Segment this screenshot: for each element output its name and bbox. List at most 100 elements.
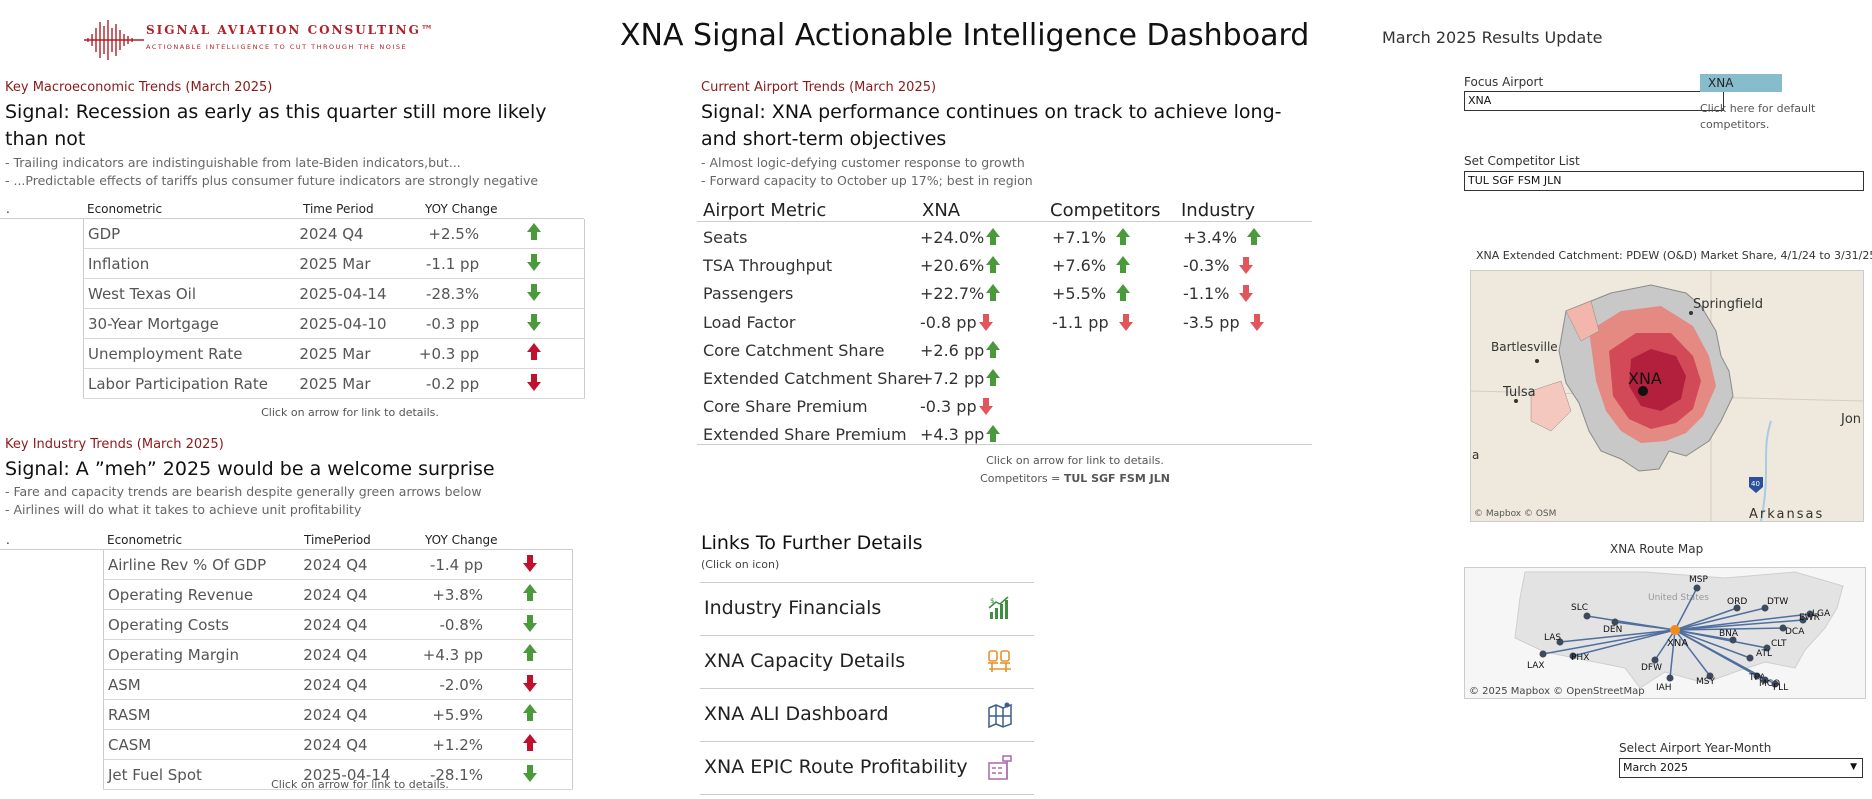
link-xna-capacity-details[interactable]: XNA Capacity Details <box>700 636 1034 689</box>
industry-header-dot: . <box>6 533 10 547</box>
up-arrow-icon[interactable] <box>1116 284 1131 302</box>
time-period: 2025-04-14 <box>299 284 387 303</box>
destination-dot[interactable] <box>1753 672 1761 680</box>
trend-arrow-cell <box>487 580 572 610</box>
link-industry-financials[interactable]: Industry Financials $ <box>700 583 1034 636</box>
down-arrow-icon[interactable] <box>1249 313 1264 331</box>
down-arrow-icon[interactable] <box>526 313 541 331</box>
time-period: 2024 Q4 <box>303 675 368 694</box>
destination-dot[interactable] <box>1746 654 1754 662</box>
down-arrow-icon[interactable] <box>522 764 537 782</box>
table-row: Operating Costs 2024 Q4 -0.8% <box>103 610 573 640</box>
default-competitors-hint[interactable]: Click here for default competitors. <box>1700 102 1816 131</box>
competitors-note: Competitors = TUL SGF FSM JLN <box>925 472 1225 485</box>
macro-bullets: - Trailing indicators are indistinguisha… <box>5 154 538 190</box>
destination-dot[interactable] <box>1556 638 1564 646</box>
down-arrow-icon[interactable] <box>522 554 537 572</box>
metric-name: Airline Rev % Of GDP <box>108 555 267 574</box>
destination-dot[interactable] <box>1806 610 1814 618</box>
default-competitors-button[interactable]: XNA <box>1700 74 1782 92</box>
destination-dot[interactable] <box>1763 644 1771 652</box>
destination-dot[interactable] <box>1651 656 1659 664</box>
up-arrow-icon[interactable] <box>522 643 537 662</box>
trend-arrow-cell <box>483 219 584 249</box>
table-row: Operating Margin 2024 Q4 +4.3 pp <box>103 640 573 670</box>
xna-hub-dot <box>1670 625 1680 635</box>
down-arrow-icon[interactable] <box>1239 256 1254 275</box>
destination-label: LAX <box>1527 661 1545 671</box>
down-arrow-icon[interactable] <box>522 674 537 692</box>
up-arrow-icon[interactable] <box>1116 256 1131 274</box>
route-line <box>1674 619 1804 631</box>
up-arrow-icon[interactable] <box>1247 228 1262 246</box>
springfield-dot <box>1689 311 1693 315</box>
link-xna-epic-route-profitability[interactable]: XNA EPIC Route Profitability <box>700 742 1034 795</box>
up-arrow-icon[interactable] <box>986 256 1001 274</box>
down-arrow-icon[interactable] <box>1239 284 1254 303</box>
down-arrow-icon[interactable] <box>526 373 541 391</box>
catchment-low-share <box>1530 380 1572 432</box>
focus-airport-input[interactable]: XNA <box>1464 91 1724 111</box>
catchment-map-attribution: © Mapbox © OSM <box>1474 509 1556 519</box>
map-pin-icon[interactable] <box>986 700 1014 728</box>
up-arrow-icon[interactable] <box>526 222 541 241</box>
destination-dot[interactable] <box>1583 612 1591 620</box>
chevron-down-icon[interactable]: ▼ <box>1850 762 1857 772</box>
up-arrow-icon[interactable] <box>522 583 537 602</box>
destination-dot[interactable] <box>1761 676 1769 684</box>
seats-icon[interactable] <box>986 647 1014 675</box>
destination-dot[interactable] <box>1771 680 1779 688</box>
year-month-select[interactable]: March 2025 ▼ <box>1619 758 1863 778</box>
down-arrow-icon[interactable] <box>978 313 993 331</box>
catchment-map-title-prefix: XNA Extended Catchment: <box>1476 249 1627 262</box>
destination-dot[interactable] <box>1569 652 1577 660</box>
links-rule <box>700 582 1034 583</box>
xna-value: +24.0% <box>920 224 1001 252</box>
up-arrow-icon[interactable] <box>522 703 537 722</box>
destination-dot[interactable] <box>1733 604 1741 612</box>
destination-dot[interactable] <box>1779 624 1787 632</box>
down-arrow-icon[interactable] <box>526 283 541 301</box>
destination-dot[interactable] <box>1611 618 1619 626</box>
destination-dot[interactable] <box>1799 616 1807 624</box>
industry-header-metric: Econometric <box>107 533 183 547</box>
destination-dot[interactable] <box>1539 650 1547 658</box>
link-label: XNA Capacity Details <box>704 650 906 672</box>
destination-dot[interactable] <box>1761 604 1769 612</box>
airport-tower-icon[interactable] <box>986 753 1014 781</box>
signal-aviation-logo: SIGNAL AVIATION CONSULTING™ ACTIONABLE I… <box>84 18 433 60</box>
competitor-list-input[interactable]: TUL SGF FSM JLN <box>1464 171 1864 191</box>
up-arrow-icon[interactable] <box>986 228 1001 246</box>
yoy-change: -1.4 pp <box>429 555 484 574</box>
up-arrow-icon[interactable] <box>526 342 541 361</box>
xna-value: -0.8 pp <box>920 309 993 337</box>
up-arrow-icon[interactable] <box>986 284 1001 302</box>
catchment-map[interactable]: Springfield Bartlesville Tulsa XNA Jon A… <box>1470 270 1864 522</box>
route-map-title: XNA Route Map <box>1610 542 1704 556</box>
up-arrow-icon[interactable] <box>1116 228 1131 246</box>
route-map[interactable]: United States MSP ORD DTW SLC DEN LGA EWR DCA BN… <box>1464 567 1866 699</box>
industry-value: -0.3% <box>1183 252 1254 280</box>
competitors-note-value: TUL SGF FSM JLN <box>1063 472 1170 485</box>
destination-label: SLC <box>1571 603 1588 613</box>
up-arrow-icon[interactable] <box>986 340 1001 359</box>
destination-dot[interactable] <box>1706 672 1714 680</box>
metric-name: West Texas Oil <box>88 284 197 303</box>
down-arrow-icon[interactable] <box>978 397 993 416</box>
down-arrow-icon[interactable] <box>522 614 537 632</box>
competitor-list-label: Set Competitor List <box>1464 154 1580 168</box>
map-label-tulsa: Tulsa <box>1502 385 1536 400</box>
destination-label: EWR <box>1799 613 1820 623</box>
down-arrow-icon[interactable] <box>526 253 541 271</box>
up-arrow-icon[interactable] <box>986 425 1001 443</box>
up-arrow-icon[interactable] <box>986 369 1001 387</box>
destination-dot[interactable] <box>1693 584 1701 592</box>
link-xna-ali-dashboard[interactable]: XNA ALI Dashboard <box>700 689 1034 742</box>
trend-arrow-cell <box>487 640 572 670</box>
destination-dot[interactable] <box>1729 636 1737 644</box>
trend-arrow-cell <box>483 249 584 279</box>
chart-growth-icon[interactable]: $ <box>986 594 1014 622</box>
down-arrow-icon[interactable] <box>1118 313 1133 331</box>
up-arrow-icon[interactable] <box>522 733 537 752</box>
destination-dot[interactable] <box>1666 674 1674 682</box>
